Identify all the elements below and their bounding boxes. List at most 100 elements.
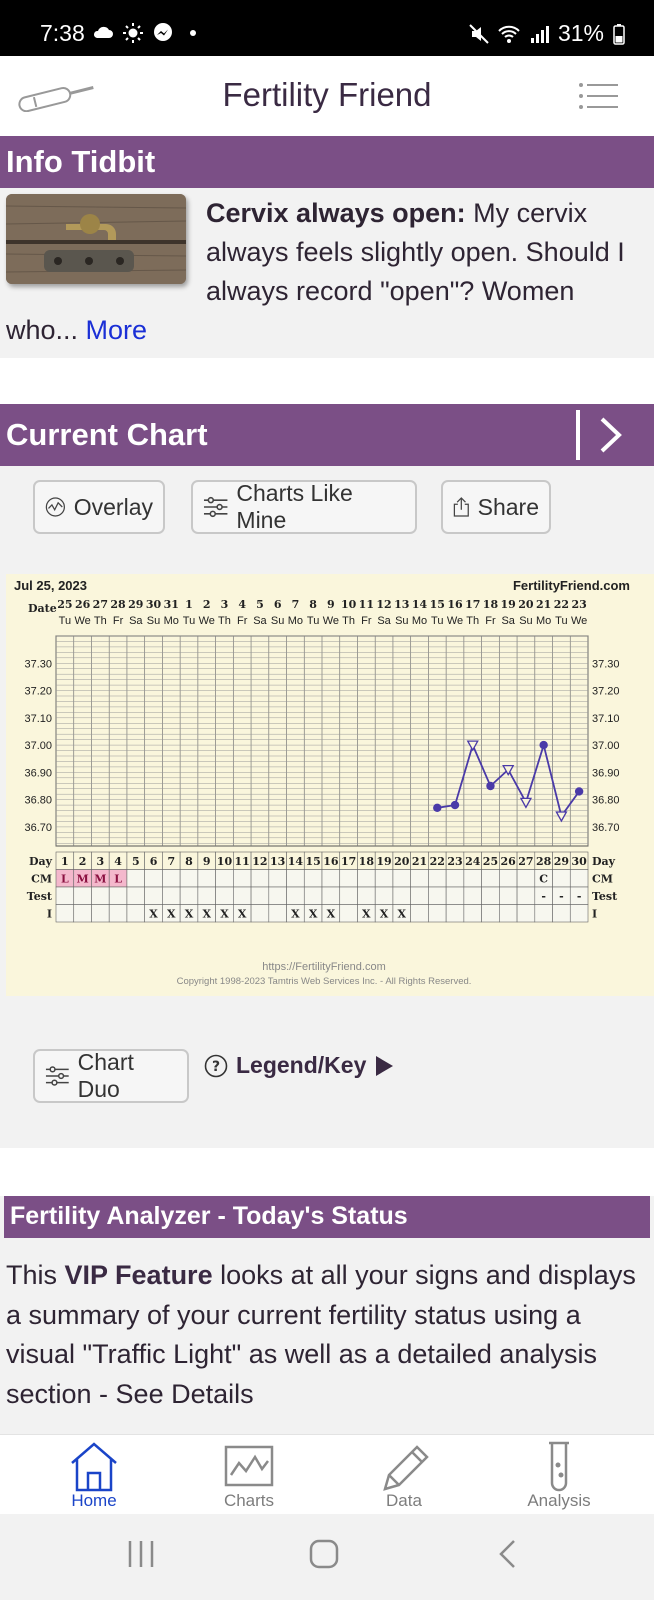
overlay-button[interactable]: Overlay bbox=[33, 480, 165, 534]
overlay-label: Overlay bbox=[73, 493, 153, 520]
i-value: X bbox=[185, 908, 194, 921]
day-value: 1 bbox=[61, 855, 69, 868]
info-tidbit-card[interactable]: Cervix always open: My cervix always fee… bbox=[0, 188, 654, 358]
date-label: 19 bbox=[501, 598, 516, 611]
test-cell bbox=[392, 886, 411, 905]
weekday-label: Tu bbox=[59, 615, 71, 627]
nav-analysis[interactable]: Analysis bbox=[499, 1435, 619, 1515]
test-cell bbox=[55, 886, 75, 905]
day-row-label-right: Day bbox=[592, 855, 616, 868]
chart-duo-button[interactable]: Chart Duo bbox=[33, 1049, 189, 1103]
weekday-label: Sa bbox=[253, 615, 267, 627]
day-value: 10 bbox=[217, 855, 233, 868]
battery-icon bbox=[613, 23, 625, 45]
cm-cell bbox=[162, 869, 181, 888]
weekday-label: We bbox=[571, 615, 587, 627]
menu-icon[interactable] bbox=[578, 82, 620, 110]
i-value: X bbox=[238, 908, 247, 921]
test-cell bbox=[179, 886, 199, 905]
y-tick-right: 36.80 bbox=[592, 795, 620, 807]
home-circle-icon[interactable] bbox=[308, 1538, 340, 1570]
share-label: Share bbox=[477, 493, 539, 520]
share-button[interactable]: Share bbox=[441, 480, 551, 534]
chevron-right-icon[interactable] bbox=[598, 416, 624, 454]
back-icon[interactable] bbox=[496, 1538, 518, 1570]
recent-apps-icon[interactable] bbox=[126, 1538, 156, 1570]
weekday-label: We bbox=[74, 615, 90, 627]
cm-cell bbox=[374, 869, 394, 888]
i-cell bbox=[126, 904, 145, 923]
test-cell bbox=[144, 886, 163, 905]
fertility-analyzer-text[interactable]: This VIP Feature looks at all your signs… bbox=[0, 1238, 654, 1434]
charts-like-mine-button[interactable]: Charts Like Mine bbox=[191, 480, 417, 534]
weekday-label: Th bbox=[466, 615, 479, 627]
info-tidbit-title: Cervix always open: bbox=[206, 198, 466, 228]
day-value: 6 bbox=[150, 855, 158, 868]
cm-value: M bbox=[94, 873, 106, 886]
status-time: 7:38 bbox=[40, 20, 85, 46]
chart-date: Jul 25, 2023 bbox=[14, 578, 87, 593]
date-label: 9 bbox=[327, 598, 335, 611]
nav-home[interactable]: Home bbox=[34, 1435, 154, 1515]
help-circle-icon: ? bbox=[204, 1054, 228, 1077]
cm-cell bbox=[197, 869, 216, 888]
date-label: 25 bbox=[57, 598, 72, 611]
weekday-label: Th bbox=[94, 615, 107, 627]
test-row-label-right: Test bbox=[592, 890, 618, 903]
spacer bbox=[0, 358, 654, 404]
day-value: 28 bbox=[536, 855, 552, 868]
date-label: 12 bbox=[376, 598, 391, 611]
share-icon bbox=[453, 497, 469, 517]
y-tick-left: 37.30 bbox=[24, 658, 52, 670]
i-value: X bbox=[380, 908, 389, 921]
chart-footer-url: https://FertilityFriend.com bbox=[262, 961, 385, 973]
nav-data[interactable]: Data bbox=[344, 1435, 464, 1515]
weekday-label: Tu bbox=[431, 615, 443, 627]
y-tick-right: 36.90 bbox=[592, 767, 620, 779]
weekday-label: Su bbox=[147, 615, 160, 627]
date-label: 22 bbox=[554, 598, 569, 611]
i-cell bbox=[108, 904, 128, 923]
test-cell bbox=[197, 886, 216, 905]
pencil-icon bbox=[383, 1445, 429, 1491]
sliders-icon bbox=[203, 496, 228, 518]
cm-value: L bbox=[114, 873, 122, 886]
weekday-label: Tu bbox=[183, 615, 195, 627]
chart-footer-copyright: Copyright 1998-2023 Tamtris Web Services… bbox=[177, 976, 472, 987]
date-label: 27 bbox=[93, 598, 108, 611]
weekday-label: Th bbox=[218, 615, 231, 627]
nav-charts[interactable]: Charts bbox=[189, 1435, 309, 1515]
weekday-label: Mo bbox=[288, 615, 303, 627]
system-navigation-bar bbox=[0, 1514, 654, 1600]
overlay-icon bbox=[45, 497, 65, 517]
date-label: 3 bbox=[221, 598, 229, 611]
cm-cell bbox=[286, 869, 305, 888]
current-chart-heading[interactable]: Current Chart bbox=[0, 404, 654, 466]
test-cell bbox=[410, 886, 429, 905]
i-cell bbox=[428, 904, 447, 923]
i-cell bbox=[463, 904, 482, 923]
cm-cell bbox=[126, 869, 145, 888]
weekday-label: Mo bbox=[412, 615, 427, 627]
test-value: - bbox=[541, 890, 546, 903]
day-value: 4 bbox=[114, 855, 122, 868]
day-value: 12 bbox=[252, 855, 267, 868]
more-link[interactable]: More bbox=[85, 315, 148, 345]
date-label: 10 bbox=[341, 598, 357, 611]
i-value: X bbox=[291, 908, 300, 921]
test-value: - bbox=[577, 890, 582, 903]
day-value: 7 bbox=[167, 855, 175, 868]
dot-icon bbox=[190, 30, 196, 36]
sun-icon bbox=[123, 23, 143, 43]
i-value: X bbox=[202, 908, 211, 921]
test-cell bbox=[428, 886, 447, 905]
cm-cell bbox=[233, 869, 252, 888]
weekday-label: Sa bbox=[501, 615, 515, 627]
i-cell bbox=[250, 904, 270, 923]
legend-key-link[interactable]: ? Legend/Key bbox=[204, 1052, 394, 1079]
nav-analysis-label: Analysis bbox=[527, 1491, 591, 1510]
i-cell bbox=[481, 904, 500, 923]
day-value: 21 bbox=[412, 855, 427, 868]
fertility-analyzer-heading: Fertility Analyzer - Today's Status bbox=[4, 1196, 650, 1238]
date-row-label: Date bbox=[28, 602, 57, 615]
